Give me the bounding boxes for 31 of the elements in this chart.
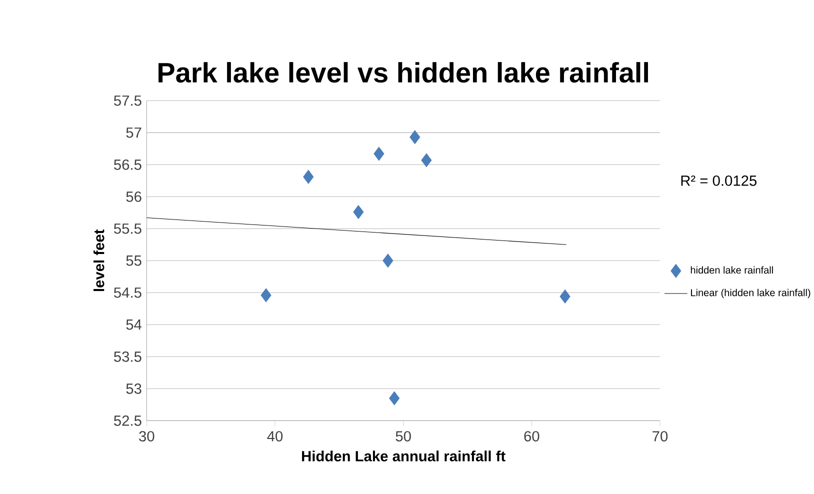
x-tick-label: 60 [524, 431, 540, 442]
y-axis-title: level feet [93, 229, 104, 292]
chart-title: Park lake level vs hidden lake rainfall [158, 62, 648, 83]
x-tick-label: 40 [267, 431, 283, 442]
point [260, 288, 272, 302]
y-tick-label: 55.5 [114, 224, 142, 234]
point [410, 130, 420, 144]
y-tick-label: 53 [126, 383, 142, 394]
y-tick-label: 56.5 [114, 159, 142, 170]
y-tick-label: 56 [126, 191, 142, 202]
x-tick-label: 50 [396, 431, 411, 442]
y-tick-label: 53.5 [114, 351, 142, 362]
y-tick-label: 57.5 [114, 96, 142, 106]
y-tick-label: 55 [126, 256, 142, 266]
point [389, 391, 400, 406]
point [560, 290, 570, 304]
point [303, 170, 314, 184]
point [421, 153, 432, 168]
y-tick-label: 54.5 [114, 288, 142, 298]
x-axis-title: Hidden Lake annual rainfall ft [302, 450, 506, 462]
x-tick-label: 70 [652, 431, 668, 442]
x-tick-label: 30 [139, 431, 154, 442]
point [382, 254, 394, 268]
point [374, 146, 384, 161]
y-tick-label: 54 [126, 320, 142, 330]
text: R² = 0.0125 [681, 175, 757, 186]
y-tick-label: 52.5 [114, 415, 142, 426]
y-tick-label: 57 [126, 128, 142, 138]
point [353, 205, 364, 219]
legend-label: hidden lake rainfall [690, 266, 773, 274]
legend-label: Linear (hidden lake rainfall) [691, 288, 810, 298]
